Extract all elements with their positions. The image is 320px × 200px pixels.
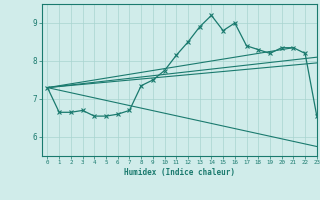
X-axis label: Humidex (Indice chaleur): Humidex (Indice chaleur)	[124, 168, 235, 177]
